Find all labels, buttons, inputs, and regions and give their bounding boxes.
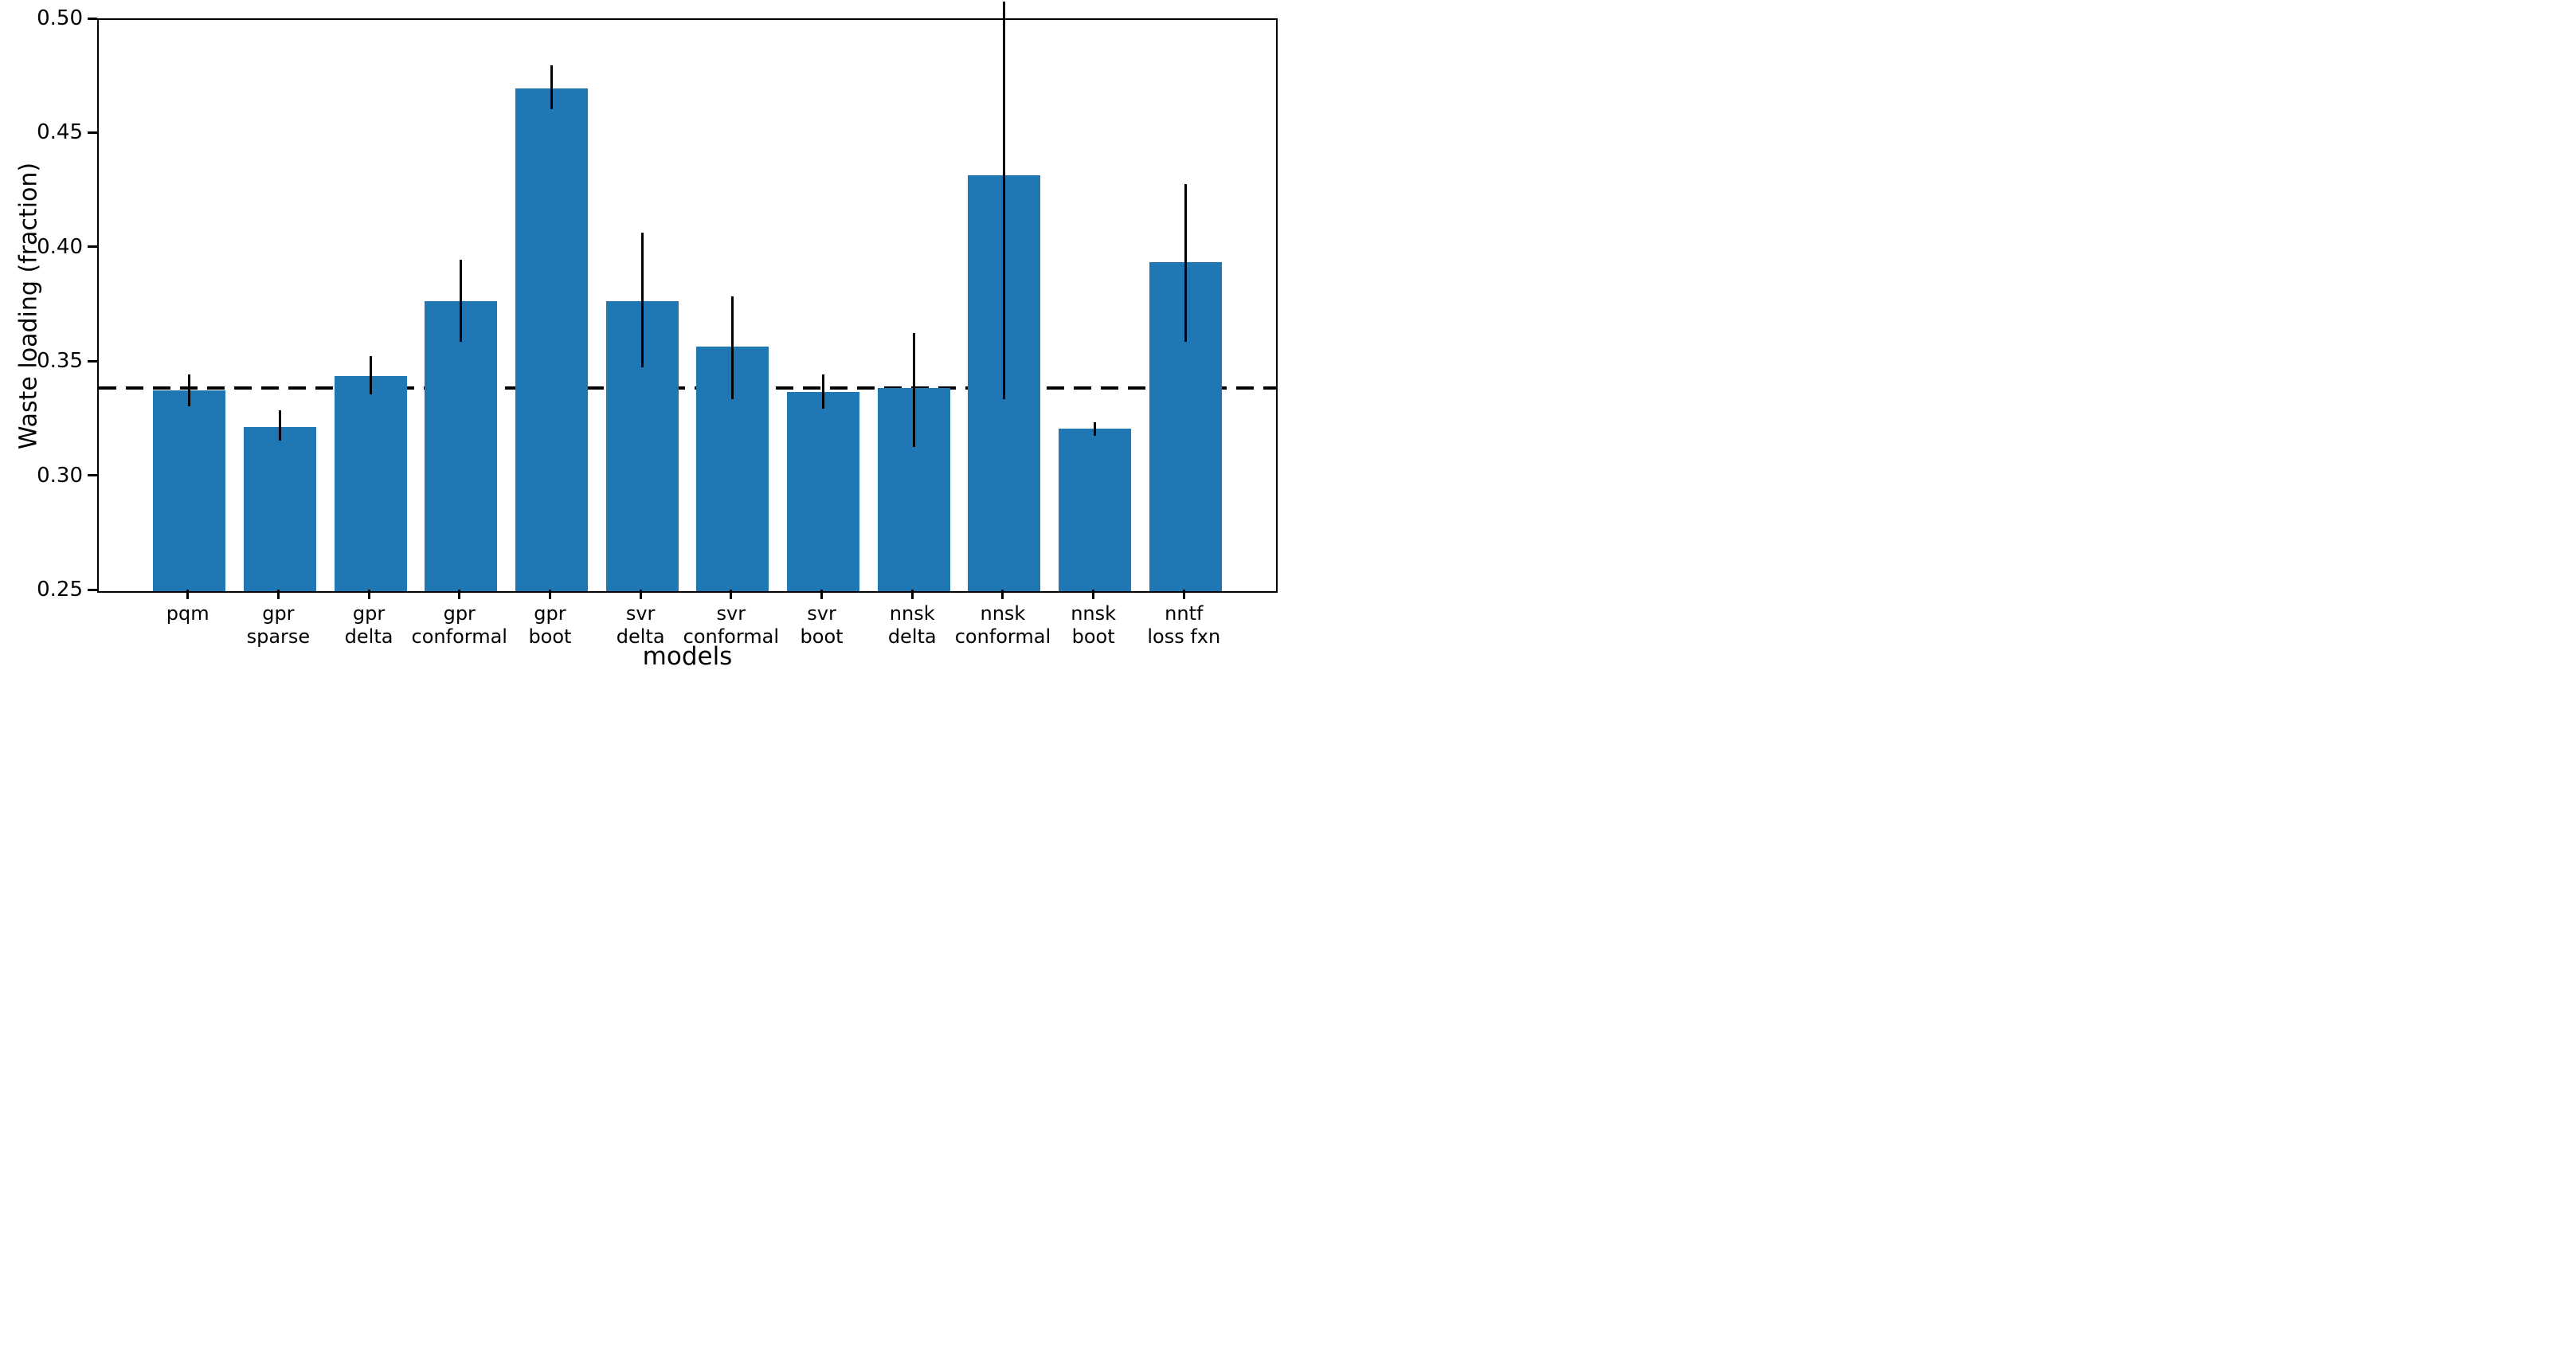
x-tick-label-line1: nnsk bbox=[889, 602, 935, 625]
x-tick-label-svr-boot: svr boot bbox=[801, 602, 844, 649]
x-tick-label-gpr-sparse: gpr sparse bbox=[247, 602, 311, 649]
x-tick-mark-nnsk-conformal bbox=[1001, 590, 1004, 599]
x-tick-label-line2: boot bbox=[528, 625, 572, 648]
x-tick-label-gpr-boot: gpr boot bbox=[528, 602, 571, 649]
x-tick-mark-nntf-loss-fxn bbox=[1182, 590, 1185, 599]
reference-dashed-line bbox=[99, 386, 1276, 390]
y-tick-label-0.40: 0.40 bbox=[37, 234, 83, 259]
y-tick-label-0.30: 0.30 bbox=[37, 463, 83, 488]
x-tick-label-nnsk-delta: nnsk delta bbox=[888, 602, 937, 649]
error-bar-nnsk-boot bbox=[1094, 421, 1097, 436]
x-tick-label-line2: loss fxn bbox=[1147, 625, 1221, 648]
x-tick-label-nntf-loss-fxn: nntf loss fxn bbox=[1147, 602, 1220, 649]
x-tick-label-line1: svr bbox=[807, 602, 836, 625]
bar-nnsk-boot bbox=[1059, 429, 1132, 591]
x-tick-label-pqm: pqm bbox=[166, 602, 209, 625]
x-tick-label-line2: delta bbox=[887, 625, 937, 648]
bar-chart-figure: Waste loading (fraction) models pqm gpr sp… bbox=[0, 0, 1288, 680]
x-tick-label-nnsk-boot: nnsk boot bbox=[1071, 602, 1116, 649]
x-tick-label-gpr-delta: gpr delta bbox=[345, 602, 393, 649]
error-bar-svr-conformal bbox=[731, 296, 734, 400]
y-tick-label-0.50: 0.50 bbox=[37, 6, 83, 30]
x-tick-mark-nnsk-delta bbox=[910, 590, 914, 599]
error-bar-gpr-delta bbox=[369, 355, 372, 395]
x-tick-mark-gpr-boot bbox=[548, 590, 551, 599]
error-bar-gpr-sparse bbox=[278, 410, 281, 441]
x-tick-label-line1: nnsk bbox=[1071, 602, 1117, 625]
y-axis-label: Waste loading (fraction) bbox=[14, 162, 43, 450]
x-tick-mark-gpr-conformal bbox=[458, 590, 461, 599]
y-tick-label-0.45: 0.45 bbox=[37, 120, 83, 145]
y-tick-label-0.35: 0.35 bbox=[37, 349, 83, 374]
x-tick-label-line1: gpr bbox=[352, 602, 386, 625]
x-tick-label-line1: pqm bbox=[166, 602, 209, 625]
x-tick-label-line1: nnsk bbox=[980, 602, 1026, 625]
bar-gpr-conformal bbox=[425, 300, 498, 591]
x-tick-mark-svr-delta bbox=[639, 590, 642, 599]
x-tick-mark-gpr-delta bbox=[367, 590, 370, 599]
bar-pqm bbox=[153, 390, 226, 591]
y-tick-mark-0.35 bbox=[88, 359, 97, 363]
x-tick-label-line1: nntf bbox=[1165, 602, 1204, 625]
x-tick-mark-pqm bbox=[186, 590, 190, 599]
plot-area bbox=[97, 2, 1278, 593]
y-tick-mark-0.25 bbox=[88, 588, 97, 591]
bar-gpr-sparse bbox=[243, 426, 316, 591]
y-tick-mark-0.45 bbox=[88, 131, 97, 134]
x-tick-label-line2: boot bbox=[1071, 625, 1115, 648]
error-bar-nnsk-conformal bbox=[1003, 2, 1006, 400]
bar-gpr-boot bbox=[515, 88, 588, 591]
x-tick-label-line2: conformal bbox=[411, 625, 507, 648]
x-tick-label-svr-delta: svr delta bbox=[617, 602, 665, 649]
x-axis-label: models bbox=[642, 642, 733, 671]
x-tick-label-line1: gpr bbox=[443, 602, 476, 625]
x-tick-mark-svr-conformal bbox=[730, 590, 733, 599]
x-tick-label-line2: delta bbox=[344, 625, 393, 648]
x-tick-mark-gpr-sparse bbox=[276, 590, 280, 599]
x-tick-label-svr-conformal: svr conformal bbox=[683, 602, 779, 649]
y-tick-label-0.25: 0.25 bbox=[37, 578, 83, 602]
error-bar-nnsk-delta bbox=[912, 332, 915, 448]
x-tick-label-gpr-conformal: gpr conformal bbox=[412, 602, 507, 649]
x-tick-label-line2: sparse bbox=[246, 625, 311, 648]
error-bar-gpr-conformal bbox=[460, 260, 463, 343]
y-tick-mark-0.40 bbox=[88, 245, 97, 249]
x-tick-mark-nnsk-boot bbox=[1092, 590, 1095, 599]
error-bar-gpr-boot bbox=[550, 65, 553, 109]
error-bar-nntf-loss-fxn bbox=[1184, 184, 1187, 343]
x-tick-label-line2: conformal bbox=[954, 625, 1051, 648]
bar-svr-boot bbox=[787, 392, 859, 591]
error-bar-svr-delta bbox=[640, 232, 644, 367]
x-tick-label-nnsk-conformal: nnsk conformal bbox=[955, 602, 1051, 649]
x-tick-label-line2: conformal bbox=[683, 625, 780, 648]
x-tick-label-line1: gpr bbox=[262, 602, 295, 625]
error-bar-pqm bbox=[188, 374, 191, 406]
x-tick-label-line1: gpr bbox=[534, 602, 566, 625]
y-tick-mark-0.30 bbox=[88, 474, 97, 477]
y-tick-mark-0.50 bbox=[88, 17, 97, 20]
error-bar-svr-boot bbox=[822, 374, 825, 409]
x-tick-label-line2: boot bbox=[800, 625, 844, 648]
x-tick-label-line2: delta bbox=[616, 625, 665, 648]
x-tick-mark-svr-boot bbox=[820, 590, 824, 599]
x-tick-label-line1: svr bbox=[625, 602, 656, 625]
bar-gpr-delta bbox=[334, 376, 407, 591]
x-tick-label-line1: svr bbox=[716, 602, 746, 625]
